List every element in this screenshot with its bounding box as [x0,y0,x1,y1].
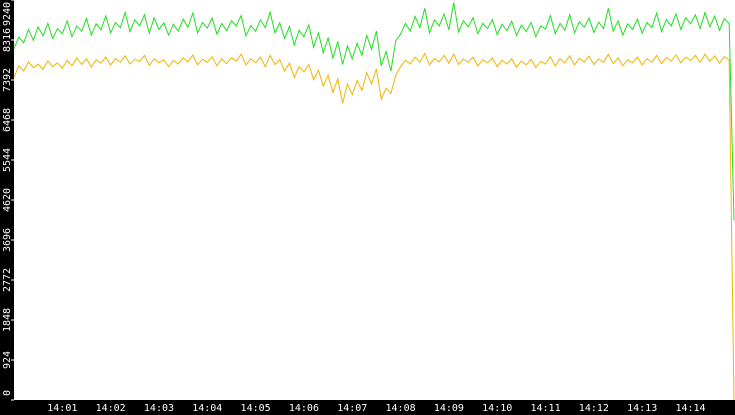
x-tick-label: 14:07 [337,403,367,414]
y-tick-label: 8316 [2,28,13,52]
y-tick-label: 9240 [2,2,13,26]
series-line [13,2,735,221]
x-tick-label: 14:01 [47,403,77,414]
y-tick-label: 2772 [2,268,13,292]
y-tick-label: 0 [2,390,13,396]
series-line [13,52,735,401]
x-tick-label: 14:02 [96,403,126,414]
y-tick-label: 5544 [2,148,13,172]
x-tick-label: 14:05 [241,403,271,414]
x-tick-label: 14:11 [530,403,560,414]
y-tick-label: 7392 [2,68,13,92]
x-tick-label: 14:13 [627,403,657,414]
x-axis-strip [0,400,735,415]
x-tick-label: 14:03 [144,403,174,414]
y-tick-label: 4620 [2,188,13,212]
y-tick-label: 6468 [2,108,13,132]
x-tick-label: 14:04 [192,403,222,414]
x-tick-label: 14:08 [386,403,416,414]
y-tick-label: 3696 [2,228,13,252]
x-tick-label: 14:12 [579,403,609,414]
x-tick-label: 14:09 [434,403,464,414]
y-axis-strip [0,0,14,415]
y-tick-label: 1848 [2,308,13,332]
x-tick-label: 14:14 [675,403,705,414]
x-tick-label: 14:10 [482,403,512,414]
y-tick-label: 924 [2,351,13,369]
x-tick-label: 14:06 [289,403,319,414]
